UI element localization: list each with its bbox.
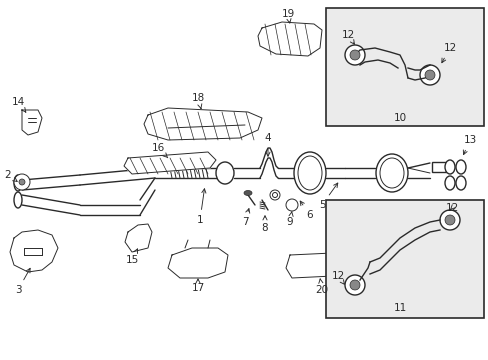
Text: 19: 19: [281, 9, 294, 23]
Ellipse shape: [293, 152, 325, 194]
Text: 18: 18: [191, 93, 204, 109]
Polygon shape: [124, 152, 216, 174]
Ellipse shape: [455, 176, 465, 190]
Text: 16: 16: [151, 143, 167, 158]
Ellipse shape: [216, 162, 234, 184]
Polygon shape: [125, 224, 152, 252]
Ellipse shape: [269, 190, 280, 200]
Text: 9: 9: [286, 211, 293, 227]
Ellipse shape: [444, 160, 454, 174]
Text: 14: 14: [11, 97, 26, 112]
Text: 20: 20: [315, 279, 328, 295]
Text: 2: 2: [5, 170, 17, 181]
Text: 7: 7: [241, 209, 249, 227]
Bar: [325, 200, 483, 318]
Polygon shape: [10, 230, 58, 272]
Ellipse shape: [379, 158, 403, 188]
Text: 17: 17: [191, 279, 204, 293]
Bar: [431, 162, 445, 172]
Polygon shape: [258, 22, 321, 56]
Text: 15: 15: [125, 249, 138, 265]
Bar: [325, 8, 483, 126]
Text: 1: 1: [196, 189, 205, 225]
Text: 5: 5: [318, 183, 337, 210]
Text: 12: 12: [331, 271, 344, 284]
Ellipse shape: [272, 193, 277, 198]
Ellipse shape: [375, 154, 407, 192]
Circle shape: [349, 50, 359, 60]
Circle shape: [444, 215, 454, 225]
Text: 12: 12: [341, 30, 354, 44]
Circle shape: [345, 275, 364, 295]
Text: 4: 4: [264, 133, 271, 156]
Ellipse shape: [14, 192, 22, 208]
Polygon shape: [168, 248, 227, 278]
Polygon shape: [285, 252, 357, 278]
Polygon shape: [22, 110, 42, 135]
Text: 12: 12: [441, 43, 456, 63]
Ellipse shape: [14, 175, 22, 191]
Ellipse shape: [244, 190, 251, 195]
Circle shape: [419, 65, 439, 85]
Circle shape: [285, 199, 297, 211]
Circle shape: [19, 179, 25, 185]
Text: 12: 12: [445, 203, 458, 213]
Ellipse shape: [444, 176, 454, 190]
Circle shape: [345, 45, 364, 65]
Text: 11: 11: [392, 303, 406, 313]
Text: 10: 10: [393, 113, 406, 123]
Circle shape: [439, 210, 459, 230]
Polygon shape: [143, 108, 262, 140]
Text: 3: 3: [15, 268, 30, 295]
Circle shape: [424, 70, 434, 80]
Text: 13: 13: [463, 135, 476, 154]
Text: 6: 6: [300, 201, 313, 220]
Ellipse shape: [455, 160, 465, 174]
Circle shape: [14, 174, 30, 190]
Text: 8: 8: [261, 216, 268, 233]
Ellipse shape: [297, 156, 321, 190]
Circle shape: [349, 280, 359, 290]
